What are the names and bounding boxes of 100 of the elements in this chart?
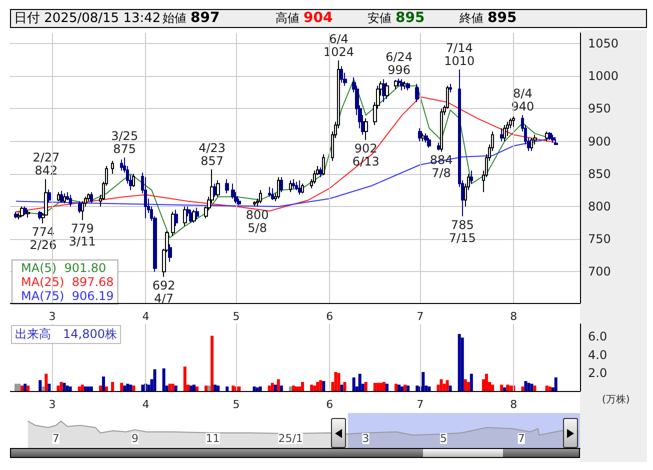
candlestick bbox=[313, 170, 316, 184]
bar bbox=[319, 380, 322, 391]
text: 終値 895 bbox=[460, 10, 517, 26]
candlestick bbox=[292, 178, 295, 189]
bar bbox=[440, 379, 443, 391]
bar bbox=[364, 382, 368, 391]
bar bbox=[123, 386, 126, 391]
bar bbox=[232, 386, 235, 391]
bar bbox=[252, 386, 256, 391]
text: MA(5) 901.80 bbox=[21, 261, 106, 275]
chart-title: 日付 2025/08/15 13:42 bbox=[14, 11, 161, 26]
y-tick-label: 900 bbox=[588, 134, 611, 148]
bar bbox=[129, 384, 132, 391]
bar bbox=[322, 381, 326, 391]
bar bbox=[464, 379, 467, 391]
candlestick bbox=[192, 209, 196, 224]
y-tick-label: 1000 bbox=[588, 69, 619, 84]
y-tick-label: 850 bbox=[588, 166, 611, 181]
bar bbox=[288, 386, 292, 391]
x-tick-label: 8 bbox=[510, 310, 518, 323]
bar bbox=[466, 382, 470, 391]
candlestick bbox=[298, 180, 301, 196]
candlestick bbox=[449, 83, 452, 93]
candlestick bbox=[14, 211, 18, 219]
bar bbox=[60, 382, 63, 391]
bar bbox=[301, 382, 304, 391]
candlestick bbox=[253, 200, 256, 206]
annotation: 800 5/8 bbox=[246, 208, 269, 235]
bar bbox=[404, 384, 407, 391]
y-tick-label: 4.0 bbox=[588, 348, 608, 362]
bar bbox=[270, 382, 274, 391]
bar bbox=[111, 382, 114, 391]
y-tick-label: 800 bbox=[588, 199, 611, 214]
candlestick bbox=[295, 181, 298, 191]
candlestick bbox=[415, 83, 419, 103]
bar bbox=[183, 366, 186, 391]
bar bbox=[126, 384, 130, 391]
annotation: 6/4 1024 bbox=[323, 32, 354, 59]
bar bbox=[503, 387, 506, 391]
candlestick bbox=[421, 132, 425, 142]
bar bbox=[268, 386, 271, 391]
bar bbox=[530, 384, 534, 391]
bar bbox=[210, 336, 214, 391]
x-tick-label: 3 bbox=[48, 310, 56, 323]
candlestick bbox=[512, 116, 515, 128]
bar bbox=[168, 384, 172, 391]
bar bbox=[400, 386, 404, 391]
bar bbox=[448, 386, 452, 391]
bar bbox=[105, 386, 108, 391]
candlestick bbox=[470, 170, 473, 184]
candlestick bbox=[57, 192, 60, 202]
y-axis-title: (万株) bbox=[602, 394, 630, 406]
bar bbox=[548, 386, 552, 391]
x-tick-label: 7 bbox=[416, 310, 424, 323]
candlestick bbox=[394, 79, 398, 90]
bar bbox=[334, 372, 338, 391]
candlestick bbox=[78, 200, 81, 214]
candlestick bbox=[90, 192, 93, 204]
candlestick bbox=[171, 211, 175, 236]
candlestick bbox=[364, 118, 368, 140]
bar bbox=[509, 386, 512, 391]
candlestick bbox=[26, 210, 30, 218]
candlestick bbox=[38, 210, 42, 220]
bar bbox=[256, 387, 259, 391]
bar bbox=[26, 386, 30, 391]
bar bbox=[337, 372, 340, 391]
candlestick bbox=[81, 200, 84, 221]
bar bbox=[398, 384, 401, 391]
bar bbox=[56, 386, 60, 391]
x-tick-label: 9 bbox=[131, 432, 138, 445]
bar bbox=[195, 386, 198, 391]
candlestick bbox=[183, 206, 187, 227]
y-tick-label: 950 bbox=[588, 102, 611, 116]
candlestick bbox=[271, 188, 274, 200]
candlestick bbox=[47, 189, 51, 204]
bar bbox=[460, 338, 464, 391]
bar bbox=[189, 386, 192, 391]
candlestick bbox=[259, 190, 262, 204]
y-tick-label: 1050 bbox=[588, 36, 619, 50]
y-tick-label: 750 bbox=[588, 232, 611, 246]
candlestick bbox=[437, 142, 440, 151]
bar bbox=[373, 382, 376, 391]
bar bbox=[44, 374, 48, 391]
candlestick bbox=[554, 138, 558, 146]
x-tick-label: 25/1 bbox=[278, 432, 303, 445]
annotation: 3/25 875 bbox=[111, 129, 138, 156]
candlestick bbox=[280, 176, 283, 193]
annotation: 7/14 1010 bbox=[444, 41, 475, 68]
bar bbox=[292, 386, 295, 391]
bar bbox=[521, 386, 524, 391]
bar bbox=[524, 381, 528, 391]
x-tick-label: 6 bbox=[326, 398, 334, 411]
x-tick-label: 7 bbox=[518, 432, 525, 445]
candlestick bbox=[289, 180, 292, 193]
candlestick bbox=[551, 134, 555, 144]
bar bbox=[446, 380, 449, 391]
bar bbox=[68, 386, 72, 391]
candlestick bbox=[440, 108, 443, 152]
bar bbox=[80, 384, 84, 391]
candlestick bbox=[63, 192, 66, 204]
